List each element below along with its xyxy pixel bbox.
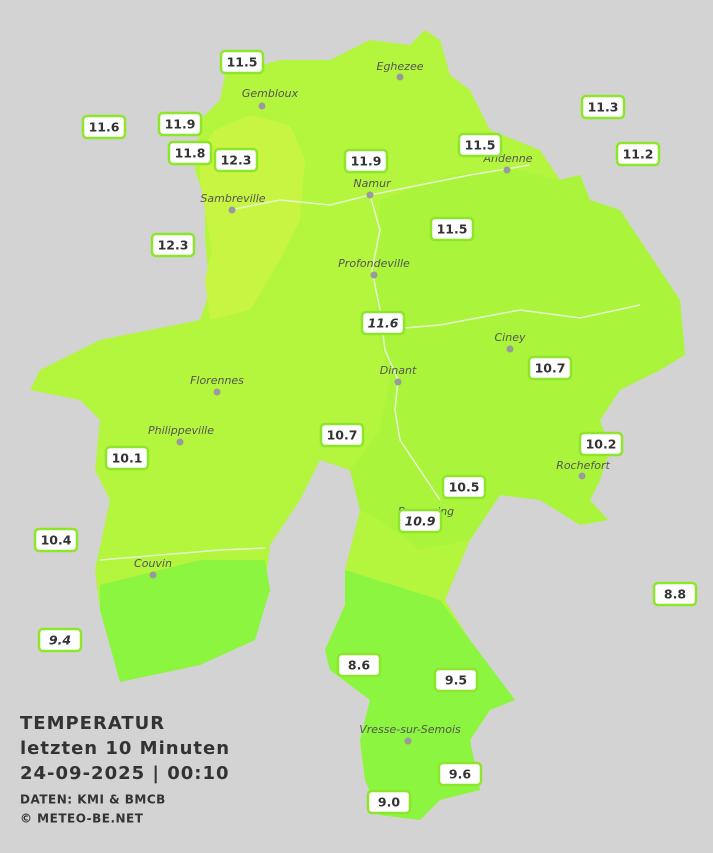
station-value: 11.2 [623,147,654,162]
station-box [527,355,573,381]
station-value: 11.8 [175,146,206,161]
station-value: 10.9 [405,514,436,529]
station-value: 10.7 [327,428,358,443]
station-box [81,114,127,140]
region-cool-south [325,570,515,820]
station-box [457,132,503,158]
station-box [167,140,213,166]
city-label: Eghezee [377,60,424,73]
station-value: 11.9 [165,117,196,132]
city-dot [258,102,266,110]
station-value: 9.5 [445,673,467,688]
station-value: 8.8 [664,587,686,602]
station-box [157,111,203,137]
station-value: 12.3 [158,238,189,253]
city-label: Namur [353,177,392,190]
station-box [437,761,483,787]
city-dot [578,472,586,480]
station-value: 9.6 [449,767,471,782]
station-value: 11.5 [437,222,468,237]
station-value: 10.1 [112,451,143,466]
credit: © METEO-BE.NET [20,812,144,826]
station-value: 11.5 [227,55,258,70]
city-dot [506,345,514,353]
station-box [104,445,150,471]
station-value: 11.3 [588,100,619,115]
station-box [319,422,365,448]
city-dot [394,378,402,386]
station-box [366,789,412,815]
city-dot [404,737,412,745]
station-value: 11.6 [89,120,120,135]
station-value: 9.4 [49,633,71,648]
station-box [150,232,196,258]
title-line: TEMPERATUR [20,713,165,734]
city-label: Gembloux [242,87,299,100]
city-dot [228,206,236,214]
station-box [37,627,83,653]
credit: DATEN: KMI & BMCB [20,793,166,807]
station-box [615,141,661,167]
station-box [652,581,698,607]
city-dot [396,73,404,81]
station-value: 10.7 [535,361,566,376]
city-label: Couvin [134,557,172,570]
station-box [343,148,389,174]
city-dot [213,388,221,396]
station-box [433,667,479,693]
station-box [33,527,79,553]
city-dot [503,166,511,174]
station-box [578,431,624,457]
station-value: 9.0 [378,795,400,810]
stations: 11.5 11.6 11.9 11.8 12.3 11.9 11.5 11.3 11.2 12.3… [33,49,698,815]
city-dot [370,271,378,279]
station-box [213,147,259,173]
city-label: Rochefort [556,459,610,472]
city-label: Profondeville [338,257,410,270]
station-box [441,474,487,500]
region-cool-west [100,560,270,682]
city-label: Vresse-sur-Semois [359,723,461,736]
station-box [219,49,265,75]
title-line: 24-09-2025 | 00:10 [20,763,230,784]
city-label: Dinant [380,364,417,377]
station-box [580,94,626,120]
city-dot [176,438,184,446]
station-value: 10.2 [586,437,617,452]
station-box [360,310,406,336]
city-label: Ciney [495,331,526,344]
station-value: 11.6 [368,316,399,331]
title-line: letzten 10 Minuten [20,738,230,759]
city-label: Florennes [190,374,244,387]
station-box [336,652,382,678]
station-box [429,216,475,242]
city-dot [366,191,374,199]
cities: EghezeeGemblouxAndenneNamurSambrevillePr… [134,60,610,745]
station-value: 11.5 [465,138,496,153]
city-label: Sambreville [200,192,265,205]
city-dot [149,571,157,579]
station-box [397,508,443,534]
station-value: 10.5 [449,480,480,495]
station-value: 10.4 [41,533,72,548]
city-label: Philippeville [148,424,214,437]
station-value: 12.3 [221,153,252,168]
station-value: 11.9 [351,154,382,169]
station-value: 8.6 [348,658,370,673]
